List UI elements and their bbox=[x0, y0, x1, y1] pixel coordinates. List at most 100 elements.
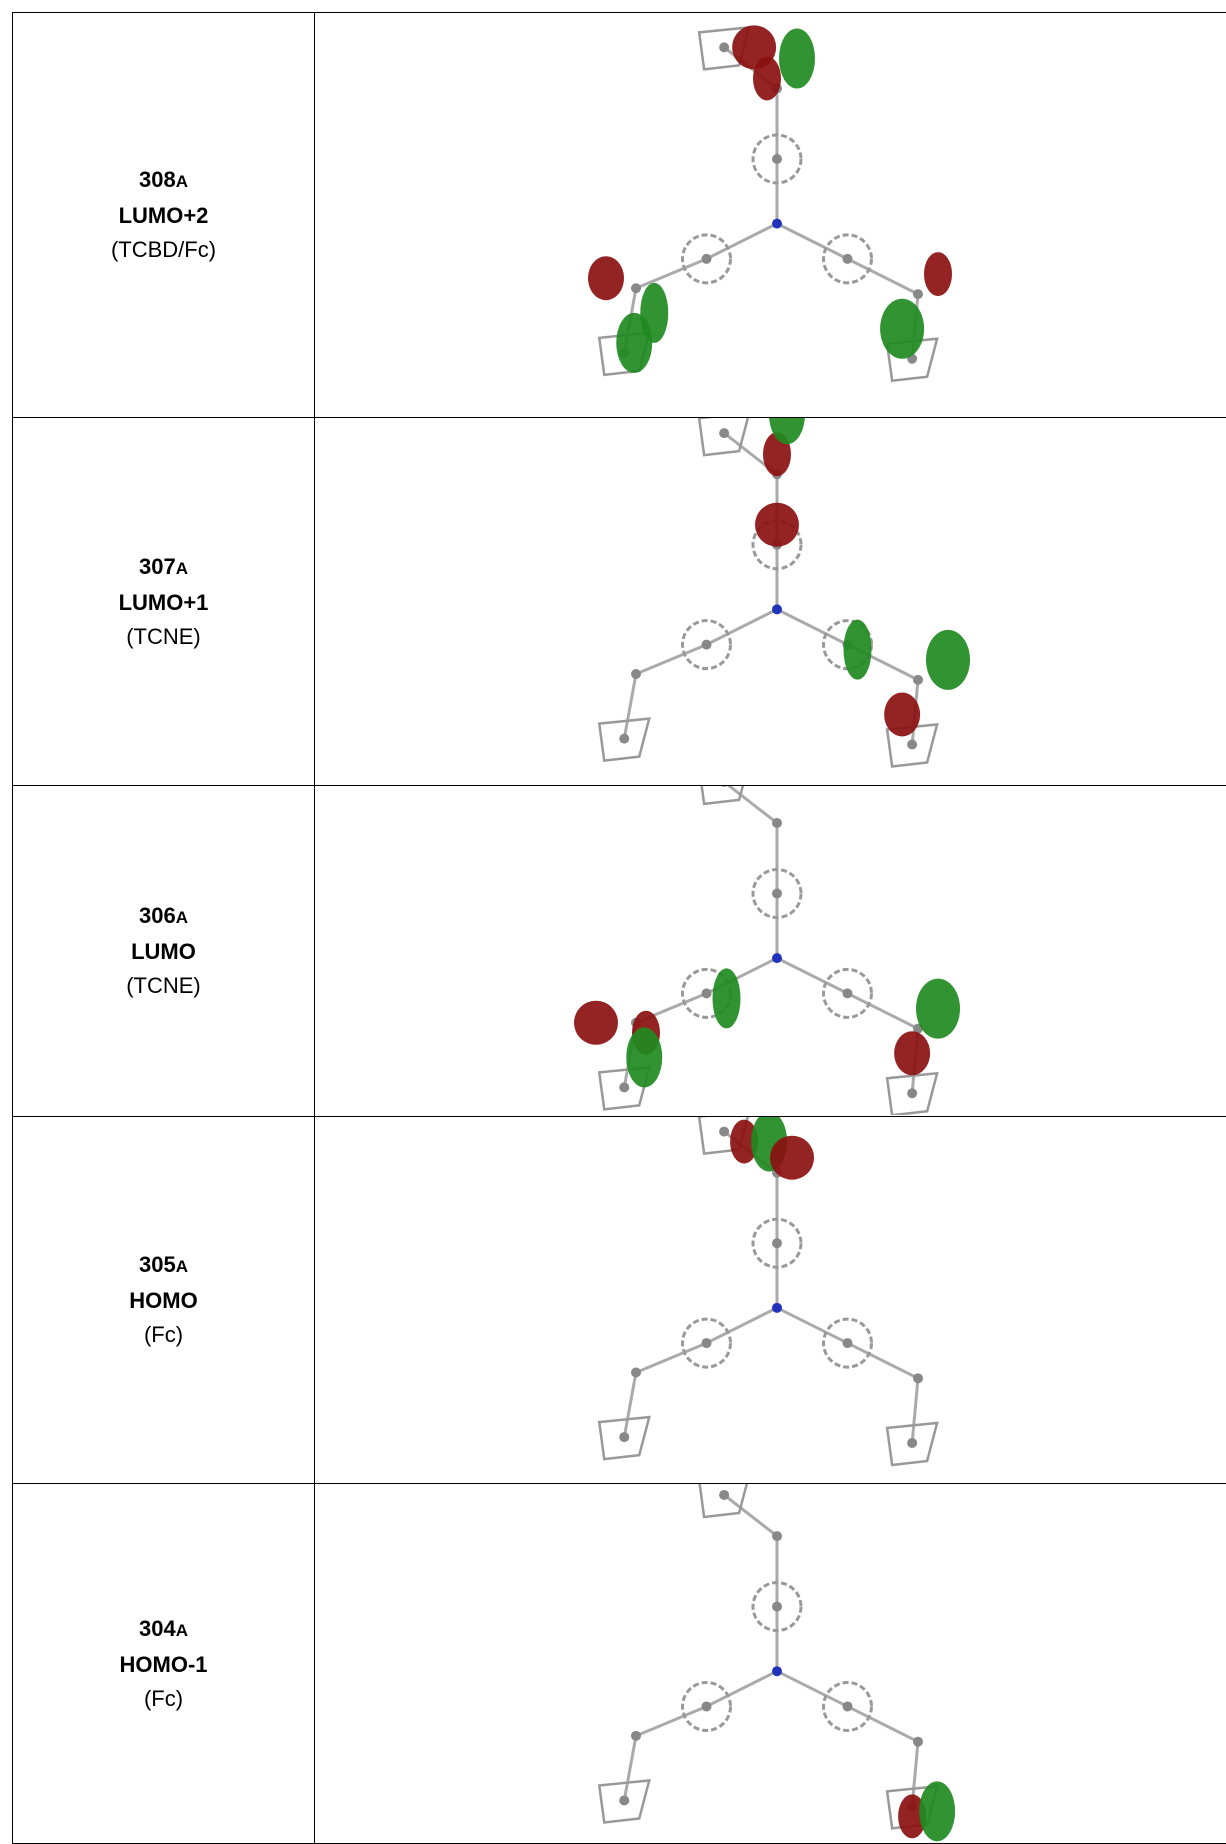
ring bbox=[681, 1680, 732, 1732]
atom bbox=[721, 786, 727, 787]
orbital-lobe bbox=[712, 968, 741, 1029]
atom bbox=[842, 1338, 853, 1349]
orbital-number: 308A bbox=[139, 163, 188, 199]
orbital-lobe bbox=[574, 1000, 618, 1045]
orbital-spin: A bbox=[175, 172, 188, 191]
orbital-spin: A bbox=[175, 1257, 188, 1276]
orbital-image bbox=[574, 786, 960, 1115]
ring bbox=[681, 619, 732, 671]
ferrocene bbox=[597, 1779, 651, 1824]
orbital-number: 304A bbox=[139, 1612, 188, 1648]
orbital-lobe bbox=[732, 25, 777, 70]
atom bbox=[619, 733, 630, 744]
ring bbox=[822, 233, 873, 285]
orbital-name: LUMO+2 bbox=[118, 203, 209, 228]
atom bbox=[719, 1489, 730, 1500]
ferrocene bbox=[697, 418, 750, 457]
ferrocene bbox=[885, 723, 939, 768]
ring bbox=[822, 967, 873, 1019]
atom bbox=[772, 1666, 782, 1677]
atom bbox=[907, 1088, 918, 1099]
atom bbox=[619, 1432, 630, 1443]
bond bbox=[776, 608, 849, 646]
bond bbox=[635, 1705, 708, 1738]
atom bbox=[772, 1238, 782, 1249]
orbital-fragment: (TCNE) bbox=[126, 973, 201, 998]
orbital-lobe bbox=[919, 1781, 956, 1842]
atom bbox=[701, 639, 712, 650]
atom bbox=[772, 953, 782, 964]
table-row: 304A HOMO-1 (Fc) bbox=[12, 1484, 1226, 1844]
orbital-table: 308A LUMO+2 (TCBD/Fc) 307A LUMO+1 (TCNE) 306A L… bbox=[12, 12, 1226, 1844]
orbital-fragment: (TCBD/Fc) bbox=[110, 237, 217, 262]
orbital-cell bbox=[315, 786, 1226, 1116]
label-cell: 308A LUMO+2 (TCBD/Fc) bbox=[12, 13, 315, 417]
atom bbox=[772, 153, 782, 164]
bond bbox=[635, 257, 708, 290]
atom bbox=[772, 604, 782, 615]
label-cell: 306A LUMO (TCNE) bbox=[12, 786, 315, 1116]
bond bbox=[622, 1372, 638, 1438]
atom bbox=[913, 1736, 923, 1747]
orbital-lobe bbox=[916, 978, 960, 1039]
orbital-lobe bbox=[769, 418, 805, 445]
ring bbox=[751, 1581, 803, 1633]
atom bbox=[907, 739, 918, 750]
bond bbox=[635, 1341, 708, 1374]
atom bbox=[907, 1437, 918, 1448]
orbital-spin: A bbox=[175, 1620, 188, 1640]
orbital-id: 306 bbox=[139, 903, 176, 928]
ring bbox=[681, 1317, 732, 1369]
orbital-lobe bbox=[880, 298, 925, 359]
bond bbox=[705, 222, 778, 261]
table-row: 305A HOMO (Fc) bbox=[12, 1117, 1226, 1484]
bond bbox=[776, 1669, 849, 1708]
atom bbox=[631, 1730, 641, 1741]
atom bbox=[913, 674, 923, 685]
orbital-lobe bbox=[626, 1027, 663, 1088]
orbital-name: LUMO bbox=[131, 939, 196, 964]
atom bbox=[701, 253, 712, 264]
orbital-number: 307A bbox=[139, 550, 188, 586]
atom bbox=[842, 988, 853, 999]
orbital-id: 305 bbox=[139, 1252, 176, 1277]
bond bbox=[635, 643, 708, 676]
atom bbox=[842, 253, 853, 264]
ring bbox=[822, 1317, 873, 1369]
orbital-lobe bbox=[843, 619, 872, 680]
orbital-name: HOMO-1 bbox=[119, 1651, 208, 1677]
bond bbox=[776, 1306, 849, 1345]
orbital-lobe bbox=[924, 252, 952, 297]
ferrocene bbox=[597, 717, 651, 762]
bond bbox=[846, 257, 919, 296]
table-row: 306A LUMO (TCNE) bbox=[12, 786, 1226, 1117]
bond bbox=[726, 786, 778, 825]
orbital-lobe bbox=[884, 692, 921, 737]
ferrocene bbox=[597, 1415, 651, 1461]
orbital-spin: A bbox=[175, 908, 188, 927]
atom bbox=[719, 1126, 730, 1137]
orbital-fragment: (TCNE) bbox=[126, 623, 201, 649]
orbital-spin: A bbox=[175, 558, 188, 578]
orbital-image bbox=[597, 1117, 939, 1467]
ring bbox=[751, 1217, 803, 1269]
atom bbox=[719, 42, 730, 53]
orbital-lobe bbox=[588, 256, 624, 301]
orbital-id: 308 bbox=[139, 167, 176, 192]
ferrocene bbox=[885, 1421, 939, 1467]
table-row: 308A LUMO+2 (TCBD/Fc) bbox=[12, 13, 1226, 418]
orbital-cell bbox=[315, 1117, 1226, 1483]
ferrocene bbox=[698, 1484, 749, 1519]
orbital-name: HOMO bbox=[129, 1288, 198, 1313]
bond bbox=[776, 956, 849, 995]
ring bbox=[681, 233, 732, 285]
bond bbox=[910, 1378, 920, 1444]
atom bbox=[631, 283, 641, 294]
table-row: 307A LUMO+1 (TCNE) bbox=[12, 418, 1226, 786]
atom bbox=[631, 1367, 641, 1378]
atom bbox=[913, 289, 923, 300]
ring bbox=[751, 133, 803, 185]
atom bbox=[631, 668, 641, 679]
orbital-lobe bbox=[779, 28, 815, 89]
